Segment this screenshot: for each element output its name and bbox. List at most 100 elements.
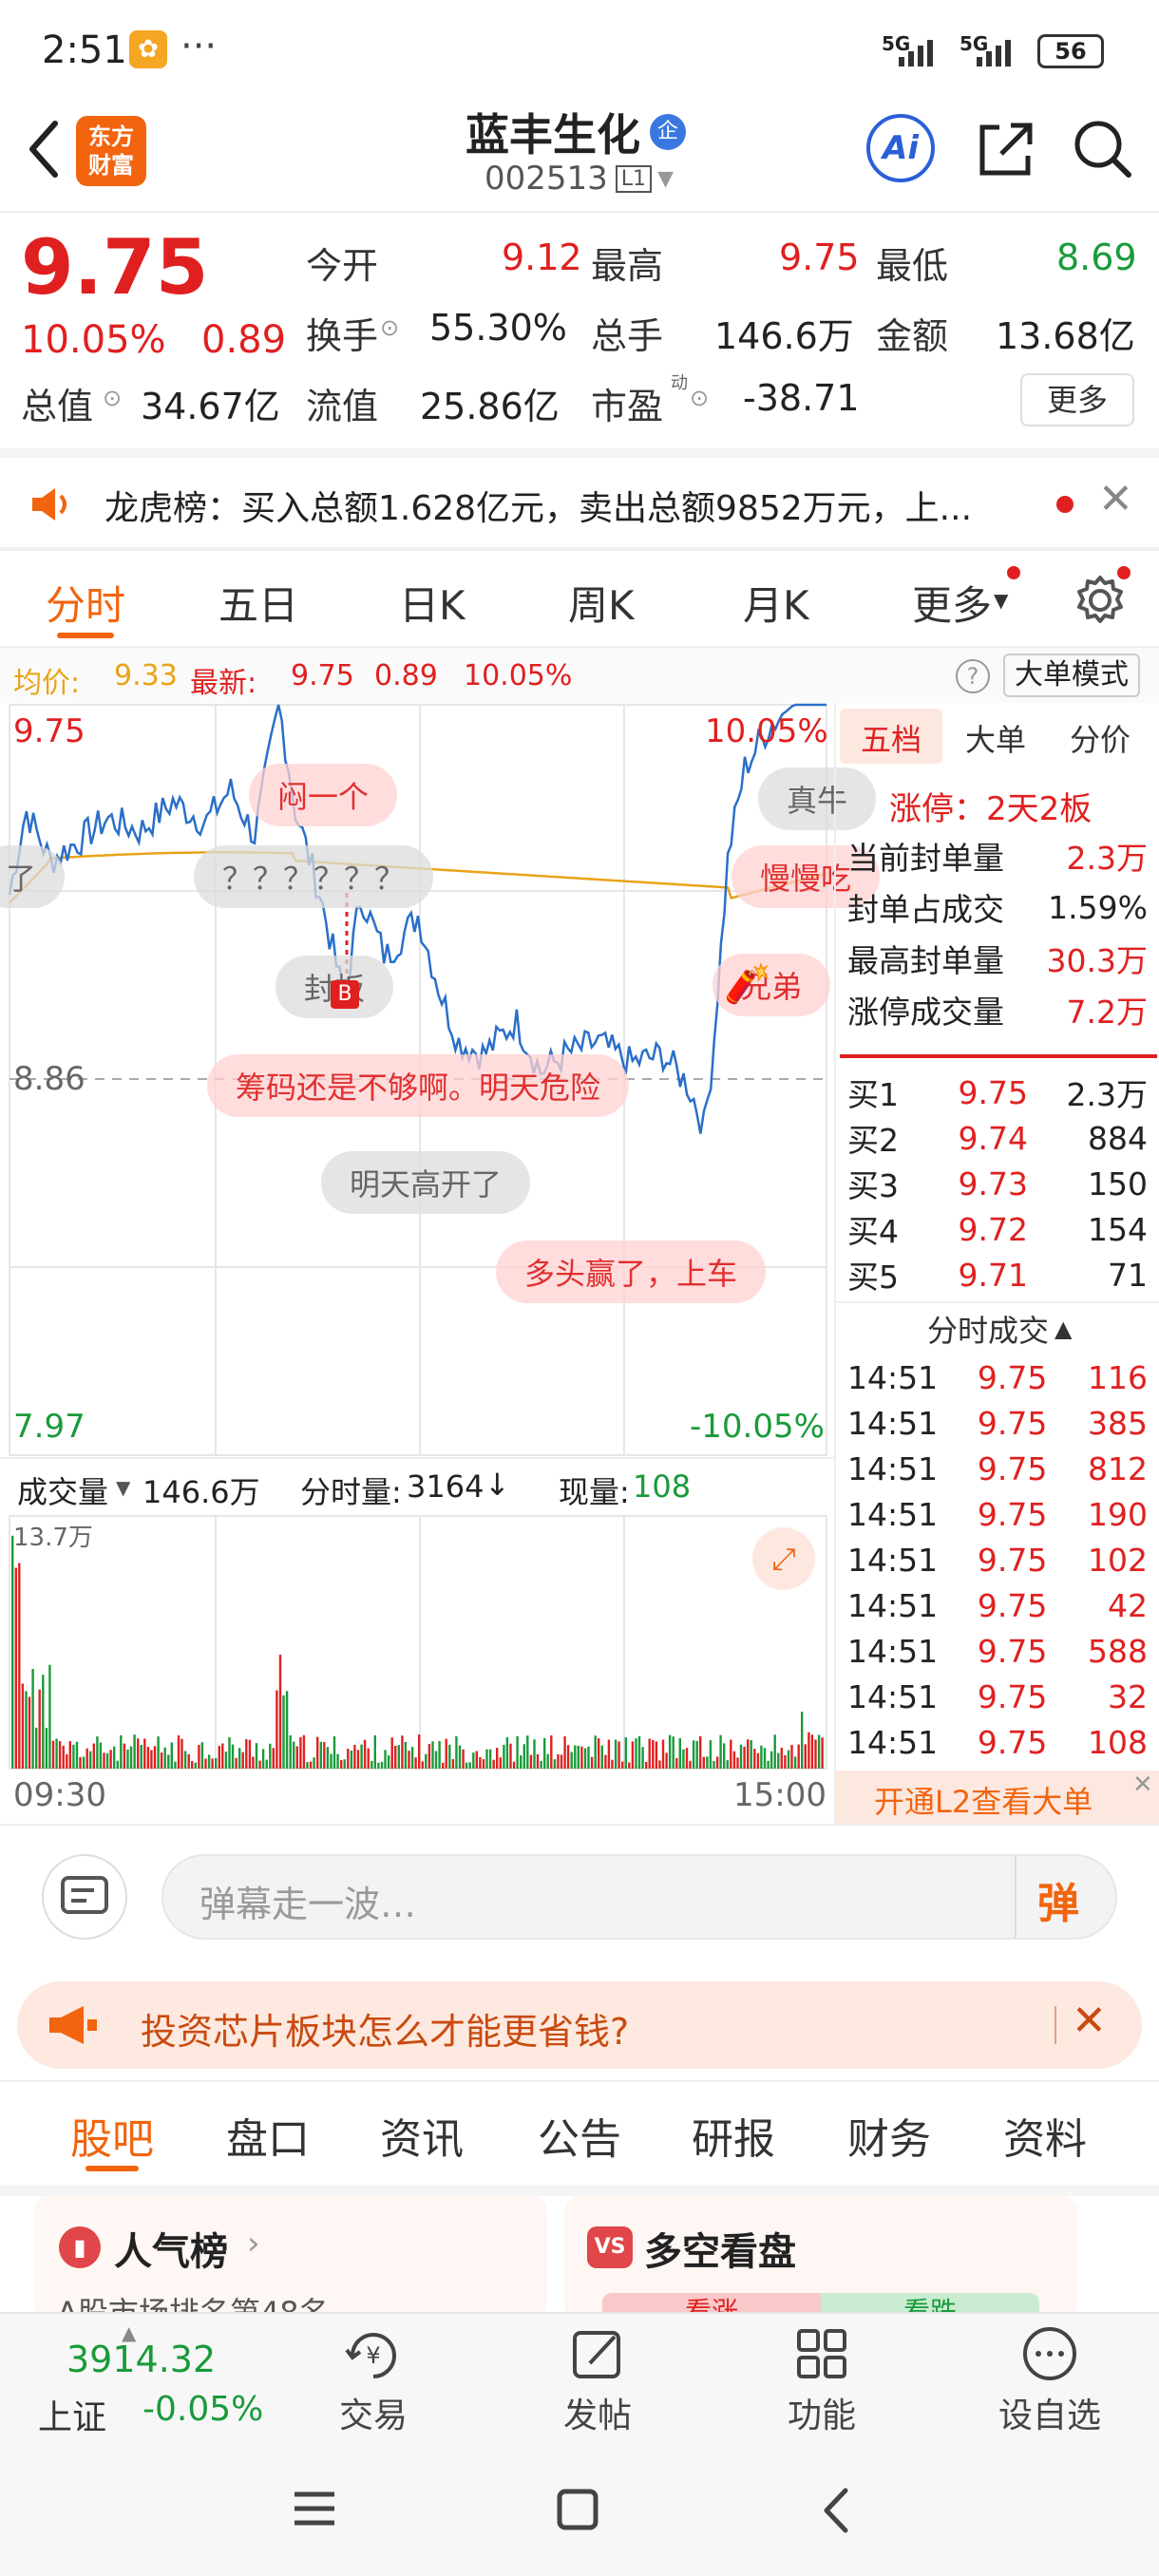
volume-value: 146.6万 — [714, 315, 854, 357]
time-axis: 09:30 15:00 — [0, 1771, 834, 1824]
volume-bar — [614, 1739, 618, 1769]
volume-bar — [373, 1734, 376, 1769]
help-icon[interactable]: ? — [956, 659, 990, 693]
tick-price: 9.75 — [977, 1449, 1048, 1487]
nav-label: 功能 — [787, 2396, 856, 2435]
volume-bar — [637, 1735, 641, 1769]
ticks-header[interactable]: 分时成交 ▲ — [927, 1307, 1072, 1351]
volume-selector[interactable]: 成交量 — [17, 1474, 109, 1510]
bid-row[interactable]: 买4 9.72 154 — [836, 1206, 1159, 1252]
nav-post[interactable]: 发帖 — [545, 2325, 650, 2439]
latest-label: 最新: — [190, 667, 257, 700]
danmaku-settings-icon[interactable] — [42, 1854, 127, 1940]
big-order-mode-button[interactable]: 大单模式 — [1003, 653, 1140, 697]
menu-icon[interactable] — [291, 2487, 338, 2530]
stock-code-row[interactable]: 002513 L1 ▼ — [484, 160, 674, 198]
volume-bar — [503, 1744, 505, 1769]
volume-bar — [648, 1738, 651, 1769]
share-icon[interactable] — [973, 116, 1039, 182]
tab-intraday[interactable]: 分时 — [46, 582, 126, 629]
volume-bar — [183, 1751, 187, 1769]
info-icon[interactable]: ⊙ — [103, 385, 123, 411]
volume-bar — [79, 1756, 82, 1769]
ad-banner[interactable]: 投资芯片板块怎么才能更省钱? ✕ — [17, 1981, 1142, 2069]
close-icon[interactable]: ✕ — [1072, 1997, 1107, 2045]
danmaku-bubble: 筹码还是不够啊。明天危险 — [207, 1054, 630, 1117]
tab-daily-k[interactable]: 日K — [399, 582, 466, 629]
bid-row[interactable]: 买5 9.71 71 — [836, 1252, 1159, 1297]
tab-guba[interactable]: 股吧 — [70, 2115, 154, 2164]
volume-bar — [753, 1749, 756, 1769]
volume-bar — [672, 1736, 674, 1769]
tab-5day[interactable]: 五日 — [218, 582, 299, 629]
more-button[interactable]: 更多 — [1020, 373, 1134, 426]
danmaku-send-button[interactable]: 弹 — [1037, 1880, 1079, 1928]
intraday-chart[interactable]: 9.75 10.05% 8.86 7.97 -10.05% 闷一个 真牛 了 ？… — [0, 703, 881, 1463]
tab-weekly-k[interactable]: 周K — [568, 582, 635, 629]
volume-bar — [702, 1756, 705, 1769]
dragon-tiger-notice[interactable]: 龙虎榜：买入总额1.628亿元，卖出总额9852万元，上... ✕ — [0, 458, 1159, 549]
tab-five-level[interactable]: 五档 — [861, 722, 922, 758]
y-top-price: 9.75 — [13, 712, 86, 750]
volume-bar — [526, 1735, 529, 1769]
tab-big-order[interactable]: 大单 — [965, 722, 1027, 758]
y-bottom-percent: -10.05% — [690, 1408, 825, 1446]
ai-button[interactable]: Ai — [866, 114, 935, 182]
bid-row[interactable]: 买3 9.73 150 — [836, 1161, 1159, 1206]
bid-volume: 2.3万 — [1066, 1076, 1148, 1113]
tab-profile[interactable]: 资料 — [1003, 2115, 1087, 2164]
l2-link[interactable]: 开通L2查看大单 — [874, 1784, 1093, 1820]
tab-research[interactable]: 研报 — [692, 2115, 775, 2164]
index-percent: -0.05% — [142, 2390, 264, 2429]
volume-bar — [241, 1752, 244, 1769]
expand-icon[interactable]: ⤢ — [752, 1527, 815, 1590]
search-icon[interactable] — [1070, 116, 1136, 182]
chevron-down-icon[interactable]: ▼ — [116, 1476, 131, 1499]
stat-value: 1.59% — [1048, 888, 1148, 926]
home-icon[interactable] — [555, 2487, 602, 2534]
volume-bar — [51, 1740, 55, 1769]
info-icon[interactable]: ⊙ — [690, 385, 710, 411]
l2-upgrade-banner[interactable]: 开通L2查看大单 ✕ — [836, 1771, 1159, 1824]
volume-bar — [472, 1752, 475, 1769]
tick-volume: 190 — [1088, 1495, 1148, 1533]
close-icon[interactable]: ✕ — [1098, 475, 1133, 523]
volume-bar — [434, 1751, 438, 1769]
volume-bar — [557, 1753, 560, 1769]
chevron-up-icon: ▲ — [122, 2321, 137, 2344]
tab-more[interactable]: 更多 — [912, 582, 993, 629]
unread-dot — [1007, 566, 1020, 579]
index-quote[interactable]: 3914.32 ▲ 上证 -0.05% — [0, 2314, 285, 2447]
tab-news[interactable]: 资讯 — [380, 2115, 464, 2164]
nav-trade[interactable]: ¥ 交易 — [321, 2325, 426, 2439]
danmaku-input[interactable]: 弹幕走一波… 弹 — [162, 1854, 1117, 1940]
time-start: 09:30 — [13, 1776, 106, 1814]
time-end: 15:00 — [733, 1776, 826, 1814]
close-icon[interactable]: ✕ — [1132, 1771, 1153, 1799]
change-value: 0.89 — [201, 318, 287, 362]
volume-bar — [180, 1738, 183, 1769]
stat-row: 涨停成交量 7.2万 — [836, 984, 1159, 1035]
tab-price-distribution[interactable]: 分价 — [1070, 722, 1131, 758]
bid-row[interactable]: 买1 9.75 2.3万 — [836, 1070, 1159, 1115]
volume-bar — [522, 1744, 525, 1769]
tab-announcements[interactable]: 公告 — [538, 2115, 621, 2164]
volume-bar — [218, 1746, 220, 1769]
tick-volume: 812 — [1088, 1449, 1148, 1487]
bid-row[interactable]: 买2 9.74 884 — [836, 1115, 1159, 1161]
tab-pankou[interactable]: 盘口 — [226, 2115, 310, 2164]
volume-chart[interactable]: 13.7万 ⤢ — [0, 1514, 834, 1771]
bottom-nav: 3914.32 ▲ 上证 -0.05% ¥ 交易 发帖 功能 设自选 — [0, 2312, 1159, 2445]
back-nav-icon[interactable] — [817, 2485, 855, 2536]
app-logo[interactable]: 东方 财富 — [76, 116, 146, 186]
popularity-card[interactable]: ▮ 人气榜 › A股市场排名第48名 — [34, 2196, 547, 2320]
nav-add-watchlist[interactable]: 设自选 — [988, 2325, 1112, 2439]
info-icon[interactable]: ⊙ — [380, 314, 400, 341]
nav-functions[interactable]: 功能 — [770, 2325, 874, 2439]
back-icon[interactable] — [23, 116, 65, 182]
bull-bear-card[interactable]: VS 多空看盘 看涨 看跌 — [564, 2196, 1077, 2320]
volume-bar — [448, 1744, 451, 1769]
tab-monthly-k[interactable]: 月K — [743, 582, 809, 629]
tab-finance[interactable]: 财务 — [847, 2115, 931, 2164]
settings-gear-icon[interactable] — [1074, 570, 1130, 627]
